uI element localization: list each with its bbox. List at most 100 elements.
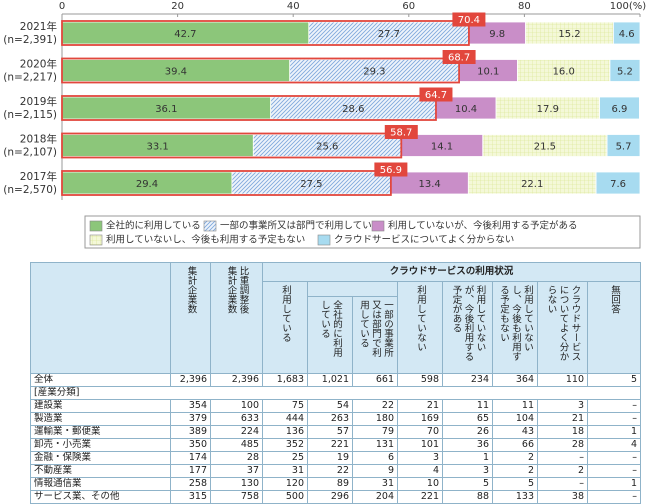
- category-label: 2020年: [20, 58, 57, 71]
- total-outline: [61, 95, 437, 121]
- table-cell: 133: [492, 490, 538, 504]
- x-tick-label: 0: [59, 1, 65, 12]
- table-cell: 1,683: [262, 373, 308, 387]
- table-cell: 4: [586, 438, 642, 452]
- table-cell: 169: [397, 412, 443, 426]
- header-row: 集計企業数 比重調整後集計企業数 クラウドサービスの利用状況: [30, 262, 642, 374]
- table-cell: 22: [352, 399, 398, 413]
- column-header: 利用している: [262, 281, 308, 374]
- table-cell: 37: [210, 464, 263, 478]
- table-cell: 18: [537, 425, 588, 439]
- table-cell: 65: [442, 412, 493, 426]
- column-header: クラウドサービスについてよく分からない: [537, 281, 588, 374]
- value-label: 29.3: [363, 67, 385, 78]
- column-header-text: クラウドサービスについてよく分からない: [545, 285, 581, 361]
- table-cell: 177: [170, 464, 211, 478]
- value-label: 10.1: [477, 67, 499, 78]
- value-label: 7.6: [610, 179, 626, 190]
- table-cell: 598: [397, 373, 443, 387]
- table-cell: 10: [397, 477, 443, 491]
- table-cell: 224: [210, 425, 263, 439]
- table-row: 卸売・小売業 350 485 352 221 131 101 36 66 28 4: [30, 438, 642, 452]
- row-label: 製造業: [30, 412, 171, 426]
- table-cell: 1,021: [307, 373, 353, 387]
- table-cell: 2,396: [170, 373, 211, 387]
- table-cell: 2: [492, 451, 538, 465]
- table-row: サービス業、その他 315 758 500 296 204 221 88 133 38–: [30, 490, 642, 504]
- legend-swatch: [371, 220, 385, 232]
- table-cell: –: [586, 412, 642, 426]
- table-cell: 31: [352, 477, 398, 491]
- total-label: 68.7: [448, 53, 470, 64]
- table-row: 製造業 379 633 444 263 180 169 65 104 21–: [30, 412, 642, 426]
- column-header-text: 利用していない: [415, 285, 426, 352]
- category-note: (n=2,115): [3, 109, 57, 121]
- table-cell: 204: [352, 490, 398, 504]
- total-label-box: [384, 125, 418, 139]
- table-row: 金融・保険業 174 28 25 19 6 3 1 2– –: [30, 451, 642, 465]
- column-header-text: 利用している: [280, 285, 291, 342]
- table-cell: 79: [352, 425, 398, 439]
- table-cell: 31: [262, 464, 308, 478]
- table-cell: 379: [170, 412, 211, 426]
- column-header-text: 比重調整後集計企業数: [225, 266, 249, 314]
- legend-swatch: [89, 234, 103, 246]
- table-cell: 21: [537, 412, 588, 426]
- value-label: 15.2: [558, 29, 580, 40]
- row-label: 建設業: [30, 399, 171, 413]
- table-cell: –: [537, 477, 588, 491]
- table-cell: 89: [307, 477, 353, 491]
- column-header-text: 利用していないが、今後利用する予定がある: [450, 285, 486, 361]
- value-label: 16.0: [553, 67, 575, 78]
- row-label: 卸売・小売業: [30, 438, 171, 452]
- table-cell: 2: [492, 464, 538, 478]
- column-header: 利用していないし、今後も利用する予定もない: [492, 281, 538, 374]
- table-cell: 485: [210, 438, 263, 452]
- table-cell: 633: [210, 412, 263, 426]
- total-label: 70.4: [458, 15, 480, 26]
- table-cell: 28: [537, 438, 588, 452]
- data-table: 集計企業数 比重調整後集計企業数 クラウドサービスの利用状況利用している 利用していな…: [29, 262, 642, 504]
- legend-swatch: [317, 234, 331, 246]
- table-cell: 2: [537, 464, 588, 478]
- total-label-box: [442, 50, 476, 64]
- column-header-text: 利用していないし、今後も利用する予定もない: [498, 285, 533, 361]
- table-cell: 5: [586, 373, 642, 387]
- column-header: 無回答: [586, 281, 642, 374]
- total-outline: [61, 57, 460, 84]
- total-label: 56.9: [380, 165, 402, 176]
- column-header-text: 集計企業数: [185, 266, 197, 314]
- table-cell: –: [586, 451, 642, 465]
- column-header: 比重調整後集計企業数: [210, 262, 263, 374]
- total-label: 58.7: [390, 128, 412, 139]
- column-header-text: 無回答: [609, 285, 620, 314]
- total-outline: [61, 20, 470, 46]
- table-cell: 28: [210, 451, 263, 465]
- value-label: 4.6: [619, 29, 635, 40]
- value-label: 13.4: [418, 179, 440, 190]
- table-cell: 258: [170, 477, 211, 491]
- table-cell: 26: [442, 425, 493, 439]
- category-note: (n=2,391): [3, 34, 57, 46]
- value-label: 33.1: [147, 142, 169, 153]
- table-row: 全体 2,396 2,396 1,683 1,021 661 598 234 364 110 5: [30, 373, 642, 387]
- table-cell: 130: [210, 477, 263, 491]
- table-cell: 315: [170, 490, 211, 504]
- table-cell: 444: [262, 412, 308, 426]
- column-header-text: 全社的に利用している: [319, 300, 342, 357]
- table-cell: 500: [262, 490, 308, 504]
- table-cell: 5: [442, 477, 493, 491]
- group-header: クラウドサービスの利用状況: [261, 262, 642, 282]
- table-cell: 221: [397, 490, 443, 504]
- value-label: 17.9: [537, 104, 559, 115]
- column-header-text: 一部の事業所又は部門で利用している: [358, 300, 393, 357]
- total-label-box: [374, 162, 408, 177]
- table-cell: 3: [537, 399, 588, 413]
- value-label: 25.6: [316, 142, 338, 153]
- value-label: 42.7: [174, 29, 196, 40]
- table-cell: 1: [442, 451, 493, 465]
- legend-swatch: [203, 220, 217, 232]
- value-label: 27.5: [300, 179, 322, 190]
- total-label-box: [419, 87, 453, 102]
- value-label: 36.1: [155, 104, 177, 115]
